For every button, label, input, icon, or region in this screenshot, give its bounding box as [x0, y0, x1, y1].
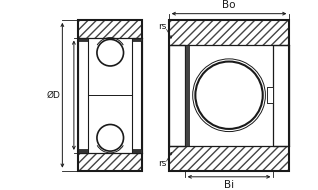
Bar [169, 20, 289, 45]
Text: ØD: ØD [47, 91, 61, 100]
Bar [78, 20, 142, 38]
Bar [169, 45, 185, 146]
Bar [78, 38, 88, 153]
Bar [78, 20, 142, 171]
Circle shape [97, 124, 123, 151]
Bar [273, 45, 289, 146]
Circle shape [97, 39, 123, 66]
Bar [132, 38, 142, 153]
Text: Ød: Ød [77, 78, 90, 87]
Bar [78, 38, 142, 153]
Bar [132, 38, 142, 41]
Bar [132, 149, 142, 153]
Text: Bi: Bi [224, 180, 234, 190]
Bar [169, 20, 289, 171]
Bar [169, 45, 289, 146]
Bar [267, 87, 273, 103]
Text: Bo: Bo [222, 0, 236, 10]
Text: rs: rs [158, 22, 167, 32]
Bar [169, 146, 289, 171]
Bar [267, 87, 273, 103]
Bar [78, 38, 88, 41]
Circle shape [195, 62, 263, 129]
Bar [78, 149, 88, 153]
Bar [78, 153, 142, 171]
Bar [267, 87, 273, 103]
Text: rs: rs [158, 159, 167, 168]
Bar [185, 45, 189, 146]
